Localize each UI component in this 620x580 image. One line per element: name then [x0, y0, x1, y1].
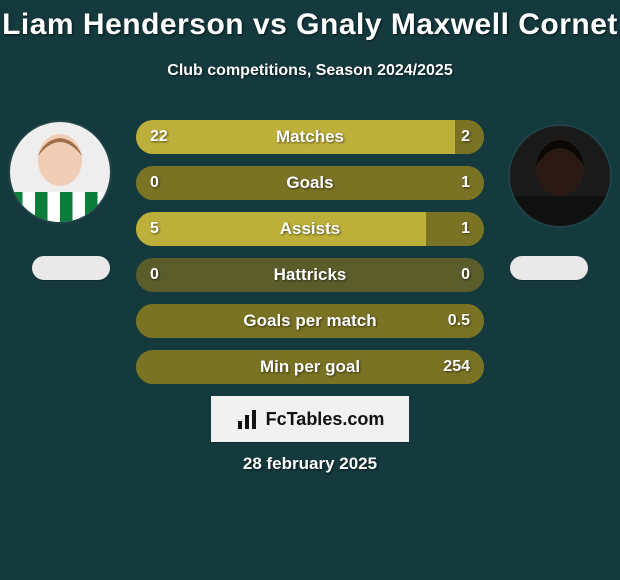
bar-fill-right [136, 304, 484, 338]
avatar-left-svg [10, 122, 110, 222]
bar-fill-right [136, 166, 484, 200]
bar-fill-left [136, 120, 455, 154]
bar-fill-right [455, 120, 484, 154]
bar-fill-right [136, 350, 484, 384]
stat-bars: Matches222 Goals01 Assists51 Hattricks00 Goa… [136, 120, 484, 396]
stat-row: Matches222 [136, 120, 484, 154]
bar-fill-left [136, 212, 426, 246]
avatar-right-svg [510, 126, 610, 226]
chart-bars-icon [236, 407, 260, 431]
bar-track [136, 166, 484, 200]
stat-row: Min per goal254 [136, 350, 484, 384]
bar-fill-right [426, 212, 484, 246]
stat-row: Assists51 [136, 212, 484, 246]
stat-row: Goals per match0.5 [136, 304, 484, 338]
stat-row: Hattricks00 [136, 258, 484, 292]
player-right-flag [510, 256, 588, 280]
bar-track [136, 304, 484, 338]
bar-track [136, 212, 484, 246]
stat-row: Goals01 [136, 166, 484, 200]
bar-track [136, 350, 484, 384]
fctables-logo: FcTables.com [211, 396, 409, 442]
bar-track [136, 258, 484, 292]
logo-text: FcTables.com [266, 409, 385, 430]
player-right-avatar [510, 126, 610, 226]
subtitle: Club competitions, Season 2024/2025 [0, 62, 620, 80]
page-title: Liam Henderson vs Gnaly Maxwell Cornet [0, 8, 620, 42]
player-left-flag [32, 256, 110, 280]
player-left-avatar [10, 122, 110, 222]
bar-track [136, 120, 484, 154]
date-text: 28 february 2025 [0, 454, 620, 474]
